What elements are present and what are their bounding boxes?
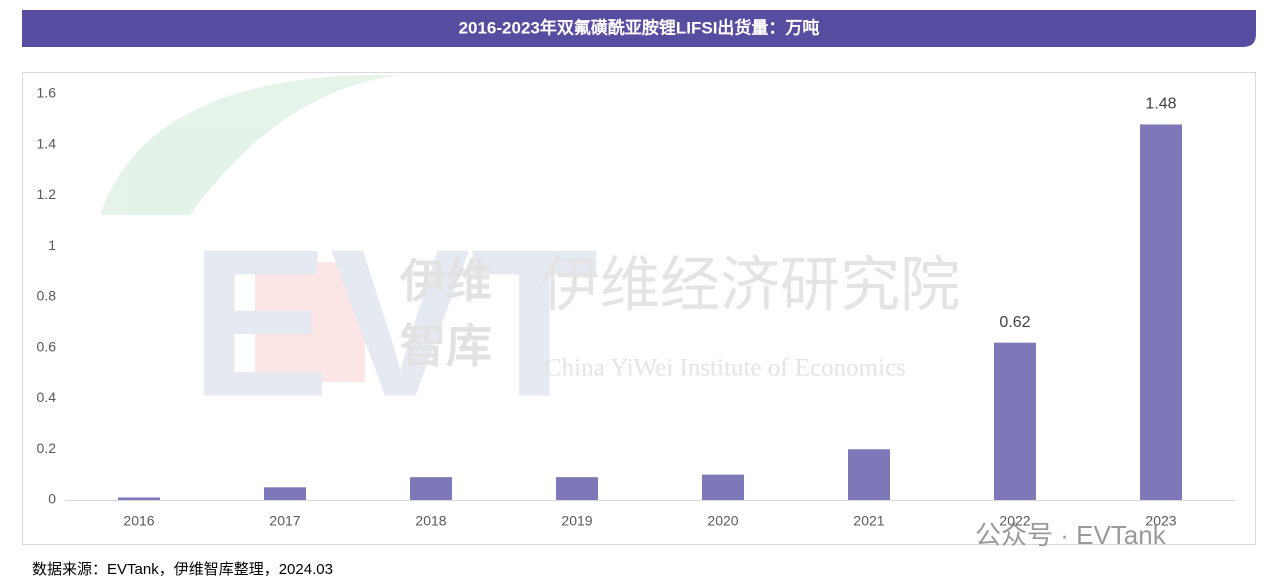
plot-frame [22, 72, 1256, 545]
x-tick-label: 2017 [269, 513, 300, 529]
x-tick-label: 2019 [561, 513, 592, 529]
watermark: EVT [100, 74, 598, 440]
x-tick-label: 2020 [707, 513, 738, 529]
y-tick-label: 1.4 [37, 135, 57, 151]
watermark-text: China YiWei Institute of Economics [545, 355, 906, 382]
bar [994, 342, 1036, 500]
y-tick-label: 0.8 [37, 288, 57, 304]
x-tick-label: 2016 [123, 513, 154, 529]
y-tick-label: 0 [48, 491, 56, 507]
chart-title: 2016-2023年双氟磺酰亚胺锂LIFSI出货量：万吨 [459, 17, 820, 37]
bar [556, 477, 598, 500]
bar [1140, 124, 1182, 500]
y-tick-label: 0.4 [37, 389, 57, 405]
bar [264, 487, 306, 500]
title-banner [22, 10, 1256, 47]
x-tick-label: 2022 [999, 513, 1030, 529]
y-tick-label: 0.2 [37, 440, 57, 456]
watermark-text: 伊维经济研究院 [540, 251, 960, 321]
watermark-evt: EVT [190, 205, 598, 440]
y-tick-label: 1 [48, 237, 56, 253]
x-tick-label: 2018 [415, 513, 446, 529]
y-tick-label: 1.6 [37, 85, 57, 101]
y-tick-label: 1.2 [37, 186, 57, 202]
watermark-text: 智库 [400, 320, 492, 372]
data-label: 1.48 [1145, 96, 1176, 113]
y-tick-label: 0.6 [37, 338, 57, 354]
watermark-text: 公众号 · EVTank [975, 520, 1167, 550]
bar [848, 449, 890, 500]
x-tick-label: 2023 [1145, 513, 1176, 529]
bar [702, 474, 744, 500]
data-label: 0.62 [999, 314, 1030, 331]
watermark-text: 伊维 [399, 255, 492, 307]
bar [118, 497, 160, 500]
x-tick-label: 2021 [853, 513, 884, 529]
bar [410, 477, 452, 500]
source-note: 数据来源：EVTank，伊维智库整理，2024.03 [32, 560, 333, 578]
